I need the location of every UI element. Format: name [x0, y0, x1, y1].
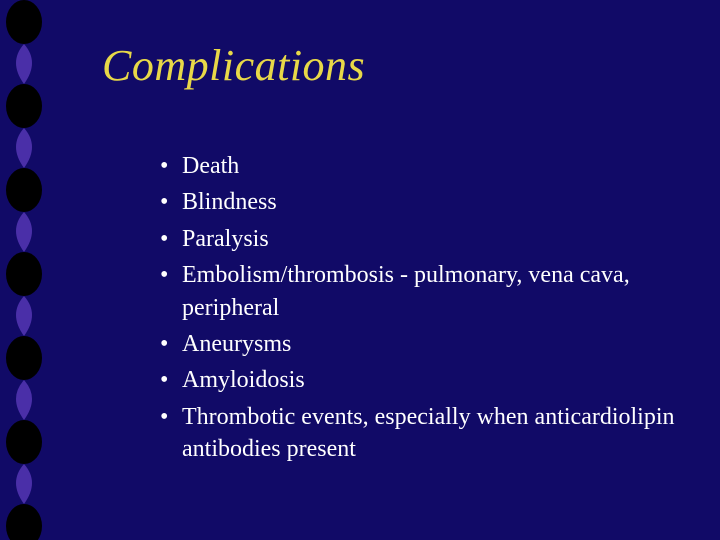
list-item-text: Blindness — [182, 186, 690, 218]
bullet-icon: • — [160, 223, 182, 255]
list-item-text: Thrombotic events, especially when antic… — [182, 401, 690, 466]
slide: Complications • Death • Blindness • Para… — [0, 0, 720, 540]
list-item: • Thrombotic events, especially when ant… — [160, 401, 690, 466]
bullet-icon: • — [160, 328, 182, 360]
bullet-icon: • — [160, 150, 182, 182]
list-item: • Amyloidosis — [160, 364, 690, 396]
bullet-icon: • — [160, 259, 182, 291]
bullet-icon: • — [160, 186, 182, 218]
list-item-text: Death — [182, 150, 690, 182]
list-item: • Death — [160, 150, 690, 182]
bullet-icon: • — [160, 364, 182, 396]
list-item: • Blindness — [160, 186, 690, 218]
list-item: • Paralysis — [160, 223, 690, 255]
list-item: • Embolism/thrombosis - pulmonary, vena … — [160, 259, 690, 324]
ribbon-decoration — [0, 0, 48, 540]
list-item: • Aneurysms — [160, 328, 690, 360]
bullet-icon: • — [160, 401, 182, 433]
list-item-text: Aneurysms — [182, 328, 690, 360]
slide-title: Complications — [102, 40, 365, 91]
bullet-list: • Death • Blindness • Paralysis • Emboli… — [160, 150, 690, 470]
list-item-text: Embolism/thrombosis - pulmonary, vena ca… — [182, 259, 690, 324]
list-item-text: Paralysis — [182, 223, 690, 255]
list-item-text: Amyloidosis — [182, 364, 690, 396]
side-ribbon — [0, 0, 48, 540]
